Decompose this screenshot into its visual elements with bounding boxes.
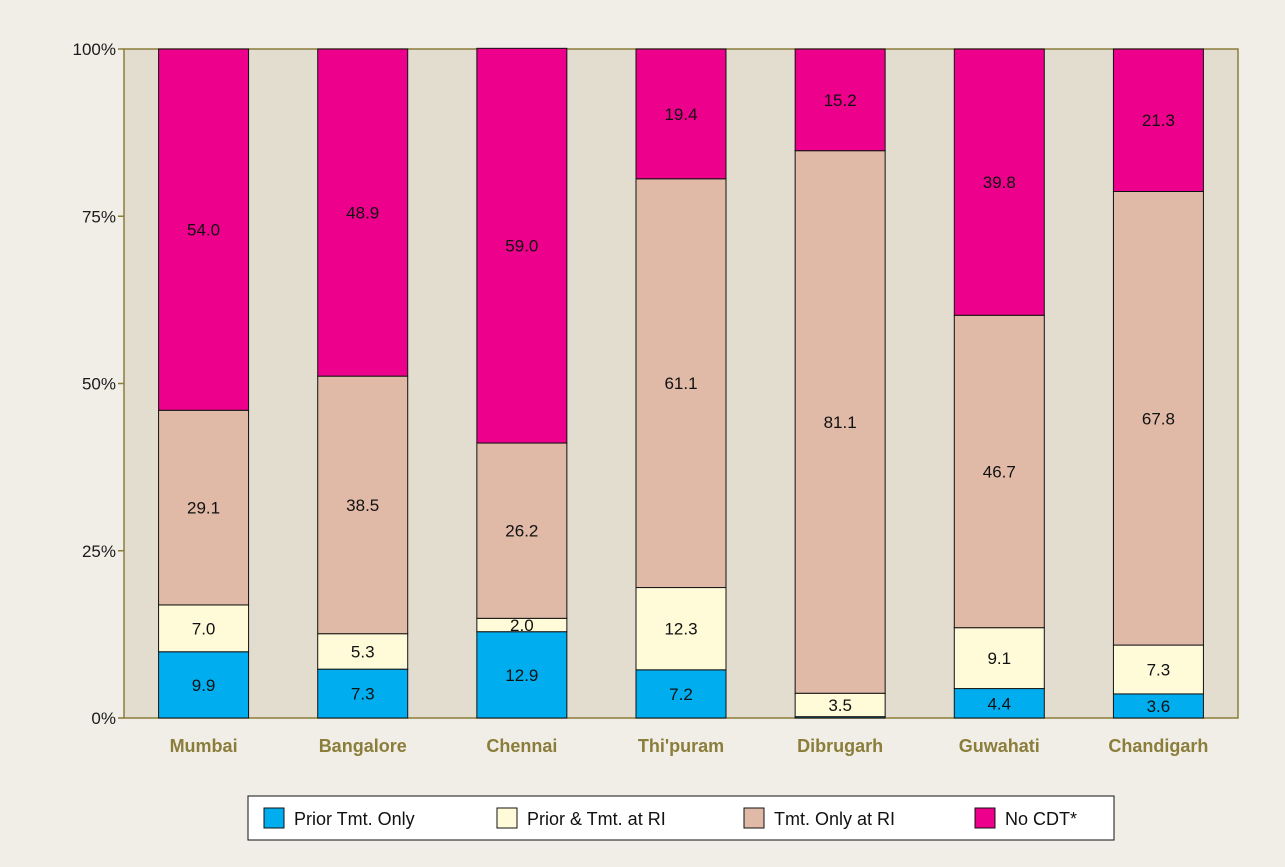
data-label: 54.0 xyxy=(187,221,220,240)
legend-label: Prior Tmt. Only xyxy=(294,809,415,829)
data-label: 4.4 xyxy=(987,694,1011,713)
x-tick-label: Dibrugarh xyxy=(797,736,883,756)
bar-segment xyxy=(317,375,409,635)
data-label: 3.5 xyxy=(828,696,852,715)
data-label: 29.1 xyxy=(187,499,220,518)
y-tick-label: 50% xyxy=(82,375,116,394)
y-tick-label: 100% xyxy=(73,40,116,59)
data-label: 81.1 xyxy=(824,413,857,432)
x-tick-label: Guwahati xyxy=(959,736,1040,756)
bar-segment xyxy=(317,48,409,377)
data-label: 12.9 xyxy=(505,666,538,685)
x-tick-label: Bangalore xyxy=(319,736,407,756)
y-tick-label: 0% xyxy=(91,709,116,728)
data-label: 26.2 xyxy=(505,522,538,541)
data-label: 7.3 xyxy=(351,685,375,704)
data-label: 38.5 xyxy=(346,496,379,515)
data-label: 2.0 xyxy=(510,616,534,635)
legend-swatch xyxy=(496,807,518,829)
data-label: 15.2 xyxy=(824,91,857,110)
bar-segment xyxy=(953,688,1045,719)
data-label: 12.3 xyxy=(664,620,697,639)
legend-swatch xyxy=(974,807,996,829)
bar-segment xyxy=(158,651,250,719)
legend-swatch xyxy=(743,807,765,829)
y-tick-label: 75% xyxy=(82,207,116,226)
bar-segment xyxy=(476,47,568,444)
bar-segment xyxy=(953,627,1045,690)
data-label: 3.6 xyxy=(1147,697,1171,716)
bar-segment xyxy=(635,178,727,589)
legend-swatch xyxy=(263,807,285,829)
bar-segment xyxy=(635,48,727,180)
data-label: 19.4 xyxy=(664,105,697,124)
y-tick-label: 25% xyxy=(82,542,116,561)
data-label: 61.1 xyxy=(664,374,697,393)
bar-segment xyxy=(158,48,250,411)
x-tick-label: Chennai xyxy=(486,736,557,756)
bar-segment xyxy=(953,48,1045,316)
bar-segment xyxy=(635,669,727,719)
data-label: 59.0 xyxy=(505,237,538,256)
bar-segment xyxy=(476,631,568,719)
data-label: 7.2 xyxy=(669,685,693,704)
data-label: 9.1 xyxy=(987,649,1011,668)
bar-segment xyxy=(953,314,1045,629)
legend-label: Tmt. Only at RI xyxy=(774,809,895,829)
bar-segment xyxy=(794,48,886,152)
data-label: 9.9 xyxy=(192,676,216,695)
data-label: 48.9 xyxy=(346,204,379,223)
data-label: 21.3 xyxy=(1142,111,1175,130)
data-label: 5.3 xyxy=(351,642,375,661)
x-tick-label: Thi'puram xyxy=(638,736,724,756)
bar-segment xyxy=(1112,48,1204,192)
bar-segment xyxy=(476,442,568,619)
data-label: 67.8 xyxy=(1142,409,1175,428)
legend-label: Prior & Tmt. at RI xyxy=(527,809,666,829)
data-label: 7.0 xyxy=(192,619,216,638)
bar-segment xyxy=(1112,190,1204,646)
legend-label: No CDT* xyxy=(1005,809,1077,829)
x-tick-label: Chandigarh xyxy=(1108,736,1208,756)
legend xyxy=(247,795,1115,841)
bar-segment xyxy=(1112,644,1204,695)
data-label: 39.8 xyxy=(983,173,1016,192)
data-label: 46.7 xyxy=(983,462,1016,481)
data-label: 7.3 xyxy=(1147,660,1171,679)
bar-segment xyxy=(317,633,409,670)
bar-segment xyxy=(794,150,886,694)
x-tick-label: Mumbai xyxy=(170,736,238,756)
